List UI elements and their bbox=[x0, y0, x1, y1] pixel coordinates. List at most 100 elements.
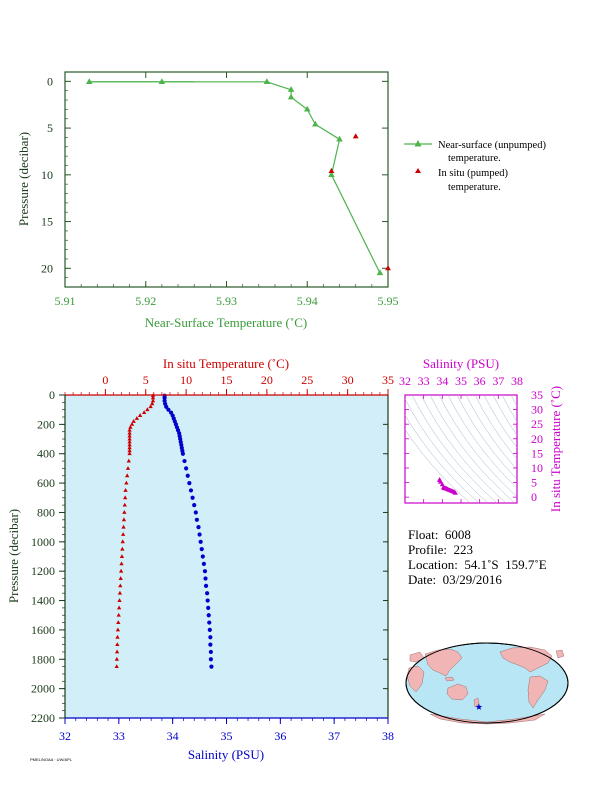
salinity-point bbox=[190, 495, 195, 500]
near-surface-point bbox=[328, 171, 335, 177]
near-surface-series bbox=[85, 78, 391, 276]
salinity-point bbox=[182, 458, 187, 464]
info-profile: Profile: 223 bbox=[408, 542, 473, 557]
ts-diagram-frame bbox=[404, 394, 518, 504]
y-tick-label: 15 bbox=[41, 215, 53, 229]
temperature-point bbox=[117, 590, 123, 595]
ts-point bbox=[452, 490, 458, 495]
near-surface-point bbox=[312, 120, 319, 127]
temperature-point bbox=[127, 445, 132, 450]
ts-density-contour bbox=[483, 395, 517, 449]
temperature-point bbox=[127, 430, 132, 435]
temperature-point bbox=[115, 634, 120, 639]
pressure-tick-label: 1800 bbox=[31, 652, 55, 666]
x-tick-label: 5.92 bbox=[135, 294, 156, 308]
salinity-point bbox=[184, 466, 189, 471]
temperature-point bbox=[122, 495, 128, 500]
salinity-point bbox=[162, 395, 167, 401]
ts-density-contour bbox=[456, 395, 517, 480]
temperature-point bbox=[127, 451, 132, 456]
temperature-point bbox=[114, 656, 120, 661]
float-star bbox=[475, 703, 483, 710]
temperature-point bbox=[119, 554, 125, 558]
salinity-point bbox=[180, 451, 185, 456]
ts-density-contour bbox=[501, 395, 517, 423]
temperature-point bbox=[120, 546, 125, 551]
sal-tick-label: 35 bbox=[221, 729, 233, 743]
temp-tick-label: 15 bbox=[221, 373, 233, 387]
temp-tick-label: 20 bbox=[261, 373, 273, 387]
info-float: Float: 6008 bbox=[408, 527, 471, 542]
temperature-point bbox=[131, 419, 136, 423]
ts-y-tick-label: 10 bbox=[531, 461, 543, 475]
x-tick-label: 5.91 bbox=[55, 294, 76, 308]
salinity-point bbox=[208, 657, 213, 662]
ts-density-contour bbox=[438, 395, 517, 498]
temperature-point bbox=[115, 627, 121, 632]
salinity-point bbox=[197, 532, 202, 537]
near-surface-x-axis-label: Near-Surface Temperature (˚C) bbox=[145, 315, 307, 330]
salinity-point bbox=[205, 591, 210, 596]
salinity-point bbox=[203, 576, 208, 581]
temperature-point bbox=[118, 576, 123, 580]
pressure-tick-label: 1400 bbox=[31, 594, 55, 608]
salinity-point bbox=[209, 664, 214, 669]
temperature-point bbox=[127, 433, 132, 438]
ts-point bbox=[437, 479, 443, 484]
ts-x-tick-label: 32 bbox=[399, 374, 411, 388]
temperature-point bbox=[148, 404, 153, 409]
pressure-tick-label: 2200 bbox=[31, 711, 55, 725]
temperature-point bbox=[127, 436, 132, 441]
temperature-point bbox=[118, 583, 123, 588]
world-map bbox=[405, 642, 569, 725]
ts-y-tick-label: 0 bbox=[531, 490, 537, 504]
temp-tick-label: 10 bbox=[180, 373, 192, 387]
ts-y-tick-label: 20 bbox=[531, 432, 543, 446]
near-surface-point bbox=[376, 269, 384, 276]
temperature-point bbox=[127, 442, 132, 447]
temperature-point bbox=[150, 398, 156, 403]
temperature-point bbox=[121, 517, 127, 522]
land-indonesia bbox=[444, 676, 455, 682]
x-tick-label: 5.93 bbox=[216, 294, 237, 308]
land-greenland bbox=[555, 649, 565, 659]
temperature-point bbox=[137, 413, 143, 417]
temperature-axis-label: In situ Temperature (˚C) bbox=[163, 356, 289, 371]
footer-credit: PMEL/NOAA · UW/APL bbox=[30, 757, 73, 762]
temperature-point bbox=[117, 598, 122, 602]
temperature-point bbox=[127, 439, 132, 444]
temperature-point bbox=[120, 539, 125, 544]
insitu-point bbox=[385, 265, 391, 271]
ts-y-tick-label: 25 bbox=[531, 417, 543, 431]
temperature-point bbox=[141, 410, 147, 415]
land-antarctica bbox=[429, 713, 546, 725]
temperature-point bbox=[123, 488, 128, 492]
land-africa bbox=[406, 665, 425, 693]
sal-tick-label: 32 bbox=[59, 729, 71, 743]
ts-temperature-axis-label: In situ Temperature (˚C) bbox=[548, 386, 563, 512]
temperature-point bbox=[145, 407, 150, 412]
legend-insitu-marker bbox=[415, 168, 421, 173]
profile-series bbox=[114, 393, 214, 669]
pressure-tick-label: 1600 bbox=[31, 623, 55, 637]
profile-panel: 0 5 10 15 20 25 30 35 32 33 34 35 36 37 38 0 200 400 600 80… bbox=[6, 356, 394, 762]
map-land bbox=[406, 646, 565, 725]
temperature-point bbox=[116, 612, 121, 617]
map-outline bbox=[405, 642, 569, 724]
temperature-point bbox=[125, 466, 131, 470]
near-surface-point bbox=[287, 86, 295, 92]
legend-insitu-label-2: temperature. bbox=[448, 182, 501, 193]
ts-y-tick-label: 35 bbox=[531, 388, 543, 402]
land-australia bbox=[446, 683, 469, 701]
y-tick-label: 5 bbox=[47, 121, 53, 135]
ts-density-contour bbox=[405, 398, 489, 503]
legend-near-surface-marker bbox=[414, 140, 422, 147]
pressure-tick-label: 400 bbox=[37, 447, 55, 461]
y-tick-label: 0 bbox=[47, 74, 53, 88]
ts-x-tick-label: 33 bbox=[418, 374, 430, 388]
ts-x-tick-label: 34 bbox=[436, 374, 448, 388]
sal-tick-label: 36 bbox=[274, 729, 286, 743]
ts-salinity-axis-label: Salinity (PSU) bbox=[423, 356, 499, 371]
